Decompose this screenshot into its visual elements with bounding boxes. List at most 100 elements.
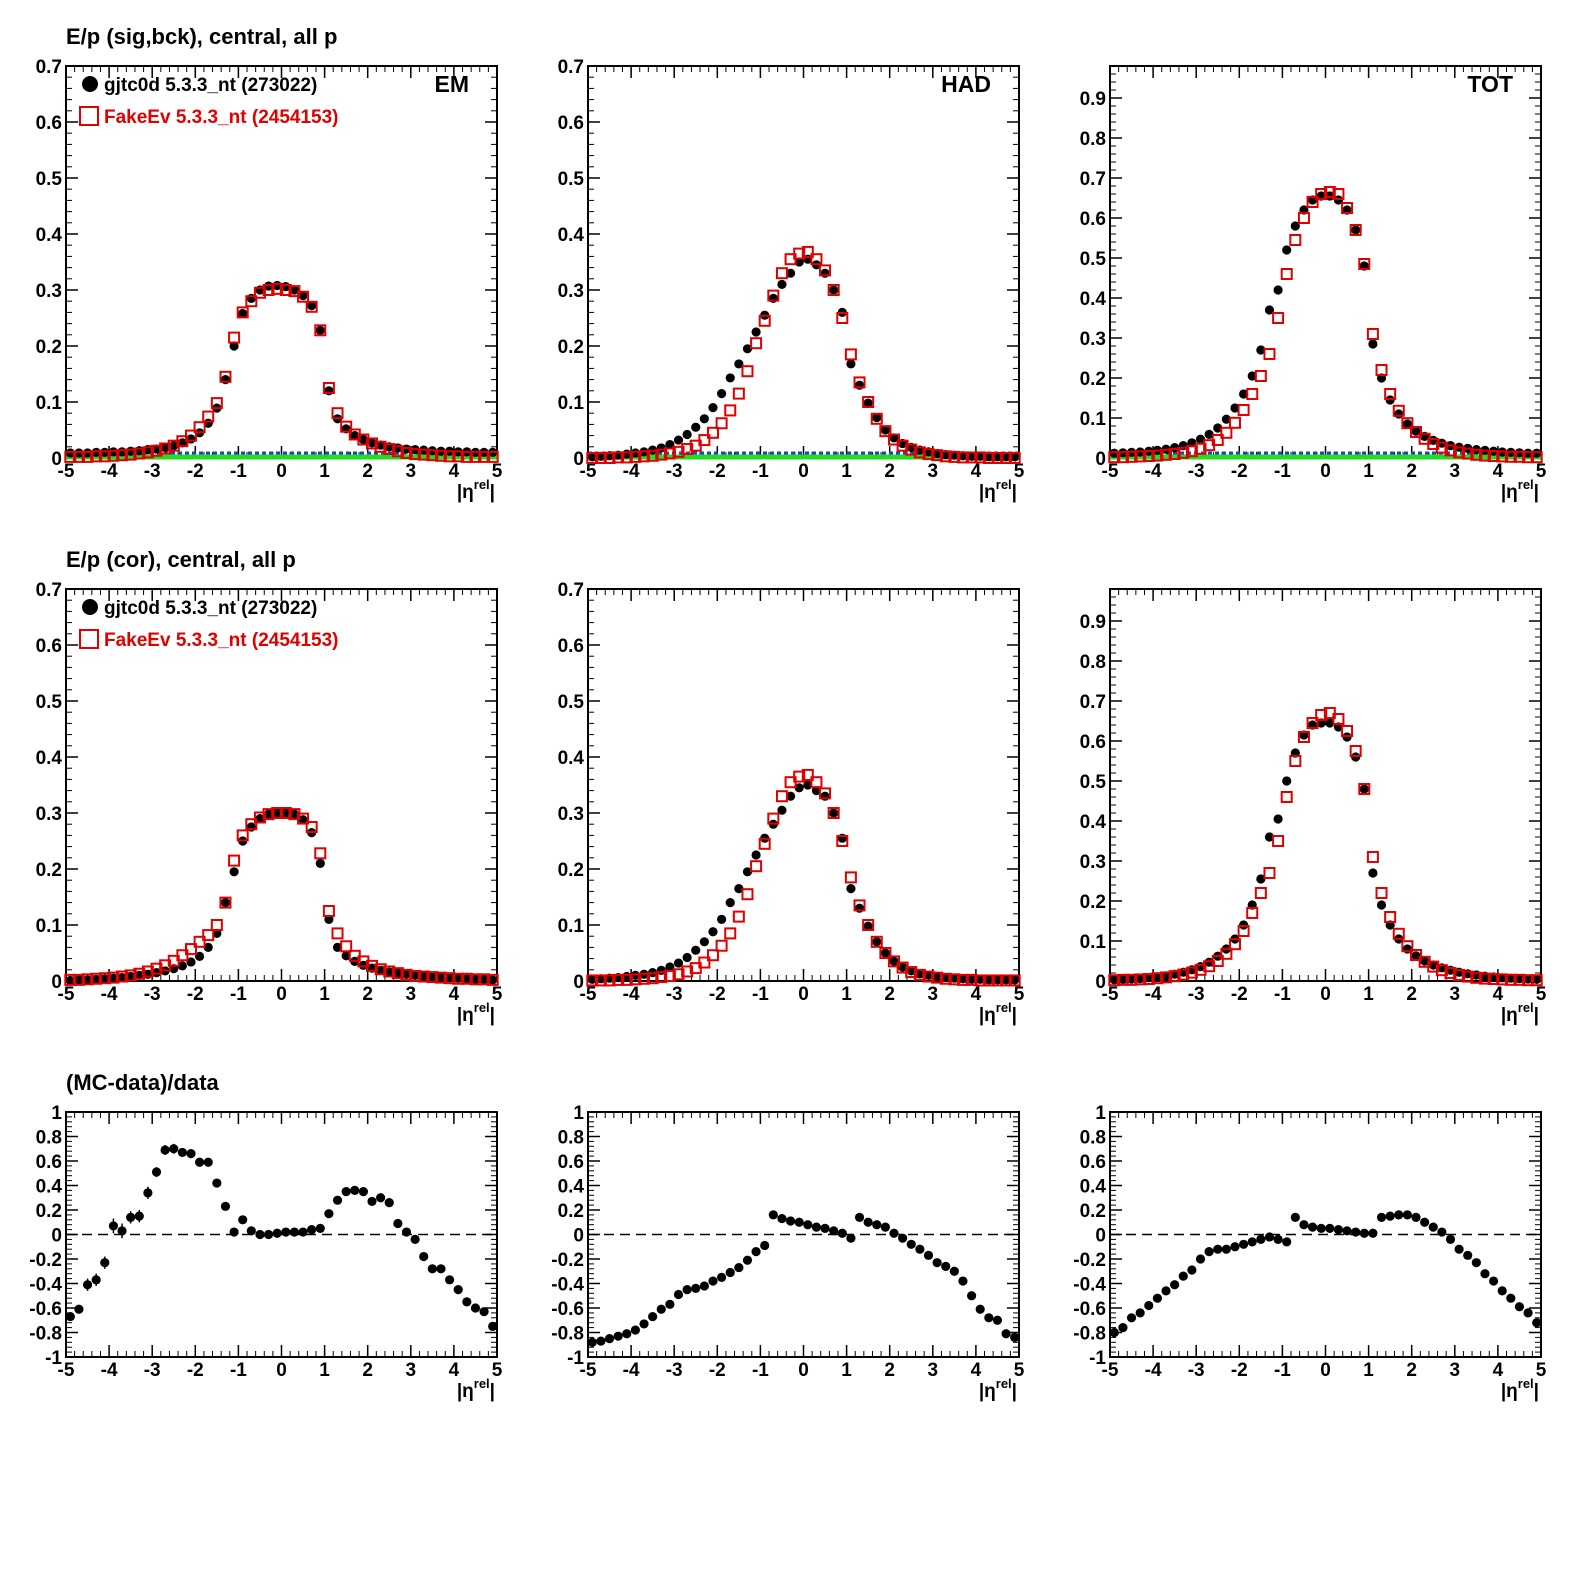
panel-had-row1: -5 -4 -3 -2 -1 0 1 2 3 4 5|ηrel| 0 0.1 0.2 0.3 0.4 0.5 0.… xyxy=(558,57,1025,503)
data-point xyxy=(1480,1269,1490,1279)
data-point xyxy=(1282,1237,1292,1247)
y-tick-label: 0.6 xyxy=(1080,1152,1106,1173)
data-point xyxy=(794,257,804,267)
data-point xyxy=(966,451,977,461)
y-tick-label: 0.6 xyxy=(1080,209,1106,230)
mc-point xyxy=(741,888,754,901)
x-tick-label: 1 xyxy=(319,461,330,482)
data-point xyxy=(958,1276,968,1286)
data-point xyxy=(238,1215,248,1225)
x-tick-label: 0 xyxy=(798,984,809,1005)
y-tick-label: 0.4 xyxy=(558,748,585,769)
x-tick-label: 4 xyxy=(1493,1360,1504,1381)
mc-point xyxy=(141,446,154,459)
x-tick-label: -2 xyxy=(187,1360,204,1381)
x-tick-label: 1 xyxy=(841,461,852,482)
panel-em-row2: -5 -4 -3 -2 -1 0 1 2 3 4 5|ηrel| 0 0.1 0.2 0.3 0.4 0.5 0.… xyxy=(36,580,503,1026)
data-point xyxy=(717,389,727,399)
mc-point xyxy=(1366,851,1379,863)
y-tick-label: 0.1 xyxy=(36,916,63,937)
y-tick-label: 0.3 xyxy=(1080,329,1106,350)
mc-point xyxy=(460,450,473,463)
mc-point xyxy=(612,451,625,464)
data-point xyxy=(134,970,144,981)
mc-point xyxy=(202,929,215,942)
x-tick-label: 3 xyxy=(928,461,939,482)
mc-point xyxy=(150,444,163,457)
mc-point xyxy=(853,376,866,389)
data-point xyxy=(639,1319,649,1329)
data-point xyxy=(846,1233,856,1243)
mc-point xyxy=(434,971,447,984)
data-point xyxy=(777,805,787,815)
data-point xyxy=(768,1210,778,1220)
mc-point xyxy=(443,450,456,463)
data-point xyxy=(803,1220,813,1230)
y-tick-label: 0.3 xyxy=(36,804,62,825)
data-point xyxy=(117,1226,127,1236)
y-tick-label: 0.4 xyxy=(36,225,63,246)
mc-point xyxy=(913,446,926,459)
y-tick-label: 0.6 xyxy=(558,113,584,134)
data-point xyxy=(376,1193,386,1203)
data-point xyxy=(298,1227,308,1237)
data-point xyxy=(100,974,110,984)
mc-point xyxy=(1125,973,1138,986)
mc-point xyxy=(443,972,456,985)
mc-point xyxy=(888,955,901,968)
x-tick-label: 4 xyxy=(1493,984,1504,1005)
mc-point xyxy=(1435,964,1448,977)
data-point xyxy=(1411,951,1421,961)
x-tick-label: -4 xyxy=(623,461,640,482)
data-point xyxy=(229,1227,239,1237)
mc-point xyxy=(827,284,840,296)
data-point xyxy=(108,1221,119,1231)
x-tick-label: -1 xyxy=(1274,461,1291,482)
x-tick-label: 2 xyxy=(362,1360,373,1381)
mc-point xyxy=(1134,450,1147,463)
mc-point xyxy=(638,450,651,463)
mc-point xyxy=(107,971,120,984)
data-point xyxy=(177,961,187,971)
x-tick-label: 4 xyxy=(449,1360,460,1381)
x-axis-title: |ηrel| xyxy=(457,1376,495,1402)
x-tick-label: -3 xyxy=(144,461,161,482)
data-point xyxy=(1264,305,1275,315)
mc-point xyxy=(331,927,344,940)
data-point xyxy=(949,1266,959,1276)
mc-point xyxy=(124,448,137,461)
data-point xyxy=(324,386,334,396)
data-point xyxy=(220,898,231,908)
data-point xyxy=(401,1227,412,1237)
mc-point xyxy=(612,973,625,986)
data-point xyxy=(229,867,239,877)
data-point xyxy=(880,948,890,958)
mc-point xyxy=(1349,745,1362,757)
y-tick-label: 0.8 xyxy=(558,1128,584,1149)
data-point xyxy=(298,815,308,825)
data-point xyxy=(1333,1225,1344,1235)
data-point xyxy=(863,1217,873,1227)
data-point xyxy=(263,1229,274,1240)
data-point xyxy=(1514,974,1525,984)
y-tick-label: 0.5 xyxy=(558,692,585,713)
x-axis-title: |ηrel| xyxy=(1501,1000,1539,1026)
x-tick-label: -1 xyxy=(752,1360,769,1381)
y-tick-label: 0.8 xyxy=(1080,1128,1106,1149)
data-point xyxy=(915,1244,925,1254)
data-point xyxy=(246,1226,256,1236)
mc-point xyxy=(1185,966,1198,979)
x-tick-label: 1 xyxy=(319,984,330,1005)
data-point xyxy=(324,914,334,925)
x-tick-label: 3 xyxy=(1450,984,1461,1005)
y-tick-label: 0.1 xyxy=(558,916,585,937)
data-point xyxy=(1126,1313,1137,1323)
mc-point xyxy=(1142,450,1155,462)
data-point xyxy=(941,973,951,983)
data-point xyxy=(1290,221,1300,231)
mc-point xyxy=(1134,973,1147,986)
data-point xyxy=(906,966,916,976)
data-point xyxy=(699,1281,709,1291)
mc-point xyxy=(1116,973,1129,986)
x-tick-label: 0 xyxy=(798,461,809,482)
